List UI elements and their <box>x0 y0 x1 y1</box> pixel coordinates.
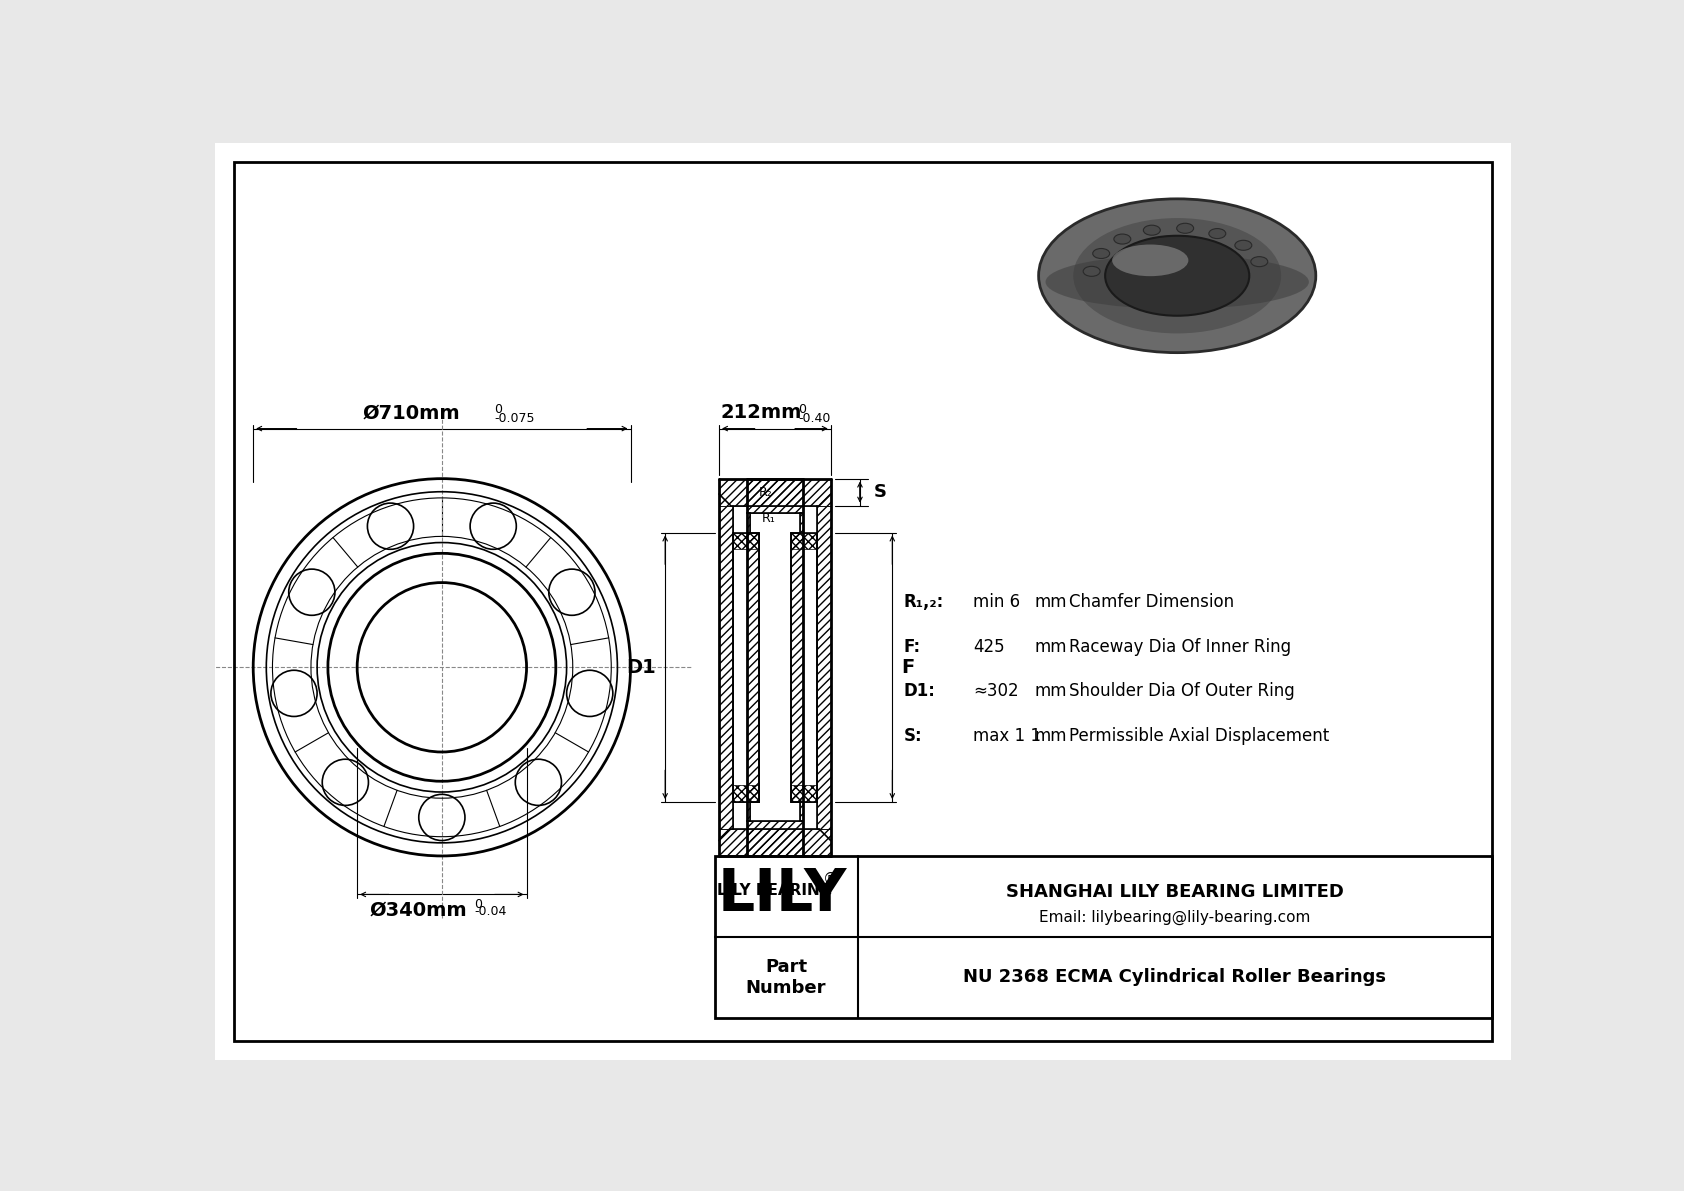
Text: Email: lilybearing@lily-bearing.com: Email: lilybearing@lily-bearing.com <box>1039 910 1310 925</box>
Text: Chamfer Dimension: Chamfer Dimension <box>1069 593 1234 611</box>
Text: mm: mm <box>1034 727 1068 744</box>
Text: 0: 0 <box>493 404 502 417</box>
Text: Permissible Axial Displacement: Permissible Axial Displacement <box>1069 727 1330 744</box>
Text: R₁: R₁ <box>761 512 775 525</box>
Text: -0.40: -0.40 <box>798 412 830 425</box>
Ellipse shape <box>1093 249 1110 258</box>
Text: -0.075: -0.075 <box>493 412 536 425</box>
Text: D1: D1 <box>626 657 657 676</box>
Bar <box>719 829 830 856</box>
Bar <box>719 479 830 506</box>
Text: F:: F: <box>904 637 921 655</box>
Text: ®: ® <box>823 872 839 887</box>
Ellipse shape <box>1046 255 1308 308</box>
Text: mm: mm <box>1034 682 1068 700</box>
Text: R₂: R₂ <box>759 486 773 499</box>
Text: LILY BEARING: LILY BEARING <box>717 883 832 898</box>
Ellipse shape <box>1209 229 1226 238</box>
Text: 425: 425 <box>973 637 1005 655</box>
Bar <box>733 532 759 549</box>
Text: Raceway Dia Of Inner Ring: Raceway Dia Of Inner Ring <box>1069 637 1292 655</box>
Text: -0.04: -0.04 <box>475 905 507 918</box>
Bar <box>733 785 759 802</box>
Text: min 6: min 6 <box>973 593 1021 611</box>
Bar <box>791 785 817 802</box>
Text: ≈302: ≈302 <box>973 682 1019 700</box>
Ellipse shape <box>1113 235 1130 244</box>
Bar <box>746 479 803 513</box>
Text: Ø340mm: Ø340mm <box>370 900 468 919</box>
Ellipse shape <box>1105 236 1250 316</box>
Bar <box>746 822 803 856</box>
Ellipse shape <box>1177 223 1194 233</box>
Text: Shoulder Dia Of Outer Ring: Shoulder Dia Of Outer Ring <box>1069 682 1295 700</box>
Ellipse shape <box>1251 256 1268 267</box>
Text: R₁,₂:: R₁,₂: <box>904 593 945 611</box>
Text: SHANGHAI LILY BEARING LIMITED: SHANGHAI LILY BEARING LIMITED <box>1005 883 1344 900</box>
Ellipse shape <box>1083 267 1100 276</box>
Text: 212mm: 212mm <box>721 404 802 423</box>
Ellipse shape <box>1111 244 1189 276</box>
Text: 0: 0 <box>475 898 482 911</box>
Ellipse shape <box>1039 199 1315 353</box>
Text: Ø710mm: Ø710mm <box>362 404 460 423</box>
Text: S:: S: <box>904 727 923 744</box>
Text: 0: 0 <box>798 404 807 417</box>
Text: mm: mm <box>1034 637 1068 655</box>
Ellipse shape <box>1143 225 1160 235</box>
Text: D1:: D1: <box>904 682 936 700</box>
Ellipse shape <box>1234 241 1251 250</box>
Text: Part
Number: Part Number <box>746 958 827 997</box>
Text: mm: mm <box>1034 593 1068 611</box>
Text: NU 2368 ECMA Cylindrical Roller Bearings: NU 2368 ECMA Cylindrical Roller Bearings <box>963 968 1386 986</box>
Text: max 1 1: max 1 1 <box>973 727 1041 744</box>
Text: F: F <box>901 657 914 676</box>
Ellipse shape <box>1073 218 1282 333</box>
Bar <box>716 856 1492 1017</box>
Bar <box>719 506 733 829</box>
Bar <box>791 532 817 549</box>
Text: LILY: LILY <box>717 866 847 923</box>
Bar <box>817 506 830 829</box>
Text: S: S <box>874 484 887 501</box>
